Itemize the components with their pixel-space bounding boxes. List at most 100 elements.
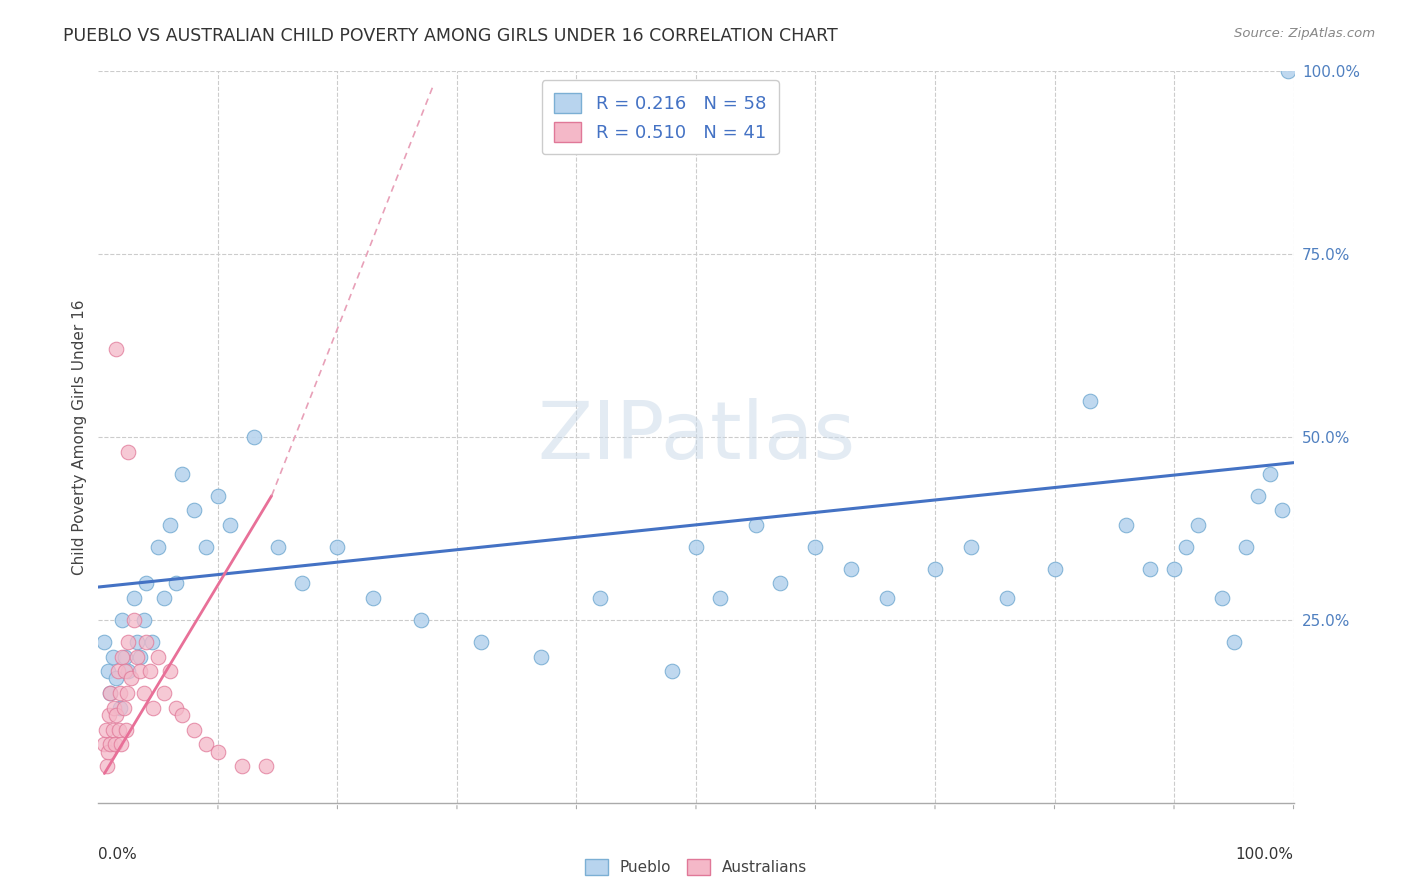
Point [112,700,135,714]
Point [254,759,277,773]
Point [139,664,162,678]
Point [98,686,122,700]
Point [108,700,131,714]
Point [117,664,139,678]
Point [97,745,120,759]
Point [1271,503,1294,517]
Point [1234,540,1257,554]
Point [135,635,157,649]
Point [101,649,124,664]
Point [124,613,146,627]
Point [165,576,187,591]
Point [125,649,148,664]
Point [172,708,194,723]
Point [1247,489,1270,503]
Point [125,635,148,649]
Point [1258,467,1281,481]
Point [94,723,117,737]
Point [768,576,790,591]
Text: 100.0%: 100.0% [1236,847,1294,862]
Point [745,517,768,532]
Point [104,737,127,751]
Point [183,503,205,517]
Point [207,745,229,759]
Point [243,430,266,444]
Point [1139,562,1161,576]
Point [111,613,134,627]
Point [97,664,120,678]
Point [995,591,1018,605]
Point [93,635,115,649]
Point [804,540,827,554]
Point [153,686,176,700]
Point [183,723,205,737]
Point [115,723,138,737]
Point [841,562,863,576]
Text: PUEBLO VS AUSTRALIAN CHILD POVERTY AMONG GIRLS UNDER 16 CORRELATION CHART: PUEBLO VS AUSTRALIAN CHILD POVERTY AMONG… [63,27,838,45]
Point [107,664,129,678]
Point [709,591,731,605]
Point [120,672,142,686]
Point [685,540,707,554]
Point [105,672,128,686]
Point [103,700,125,714]
Text: Source: ZipAtlas.com: Source: ZipAtlas.com [1234,27,1375,40]
Point [124,591,146,605]
Point [98,686,122,700]
Point [108,686,131,700]
Point [93,737,115,751]
Point [1080,393,1102,408]
Point [924,562,946,576]
Point [153,591,176,605]
Point [267,540,290,554]
Point [165,700,187,714]
Point [530,649,553,664]
Point [159,517,181,532]
Point [326,540,349,554]
Point [117,444,139,458]
Y-axis label: Child Poverty Among Girls Under 16: Child Poverty Among Girls Under 16 [72,300,87,574]
Point [110,737,132,751]
Legend: R = 0.216   N = 58, R = 0.510   N = 41: R = 0.216 N = 58, R = 0.510 N = 41 [541,80,779,154]
Point [148,540,170,554]
Point [98,708,121,723]
Point [1115,517,1137,532]
Point [363,591,385,605]
Point [661,664,683,678]
Point [111,649,134,664]
Point [101,723,124,737]
Point [141,635,163,649]
Point [219,517,242,532]
Point [115,686,138,700]
Point [411,613,433,627]
Point [172,467,194,481]
Point [135,576,157,591]
Point [207,489,229,503]
Point [114,664,136,678]
Text: 0.0%: 0.0% [98,847,138,862]
Point [1277,64,1299,78]
Point [1211,591,1233,605]
Point [960,540,983,554]
Point [96,759,118,773]
Point [231,759,253,773]
Point [105,343,128,357]
Point [132,613,155,627]
Point [129,664,152,678]
Point [105,708,128,723]
Point [98,737,122,751]
Point [470,635,492,649]
Point [876,591,898,605]
Point [1043,562,1066,576]
Point [159,664,181,678]
Point [1163,562,1185,576]
Point [114,649,136,664]
Point [129,649,152,664]
Point [195,737,218,751]
Point [148,649,170,664]
Point [117,635,139,649]
Point [589,591,612,605]
Point [195,540,218,554]
Text: ZIPatlas: ZIPatlas [537,398,855,476]
Point [1187,517,1209,532]
